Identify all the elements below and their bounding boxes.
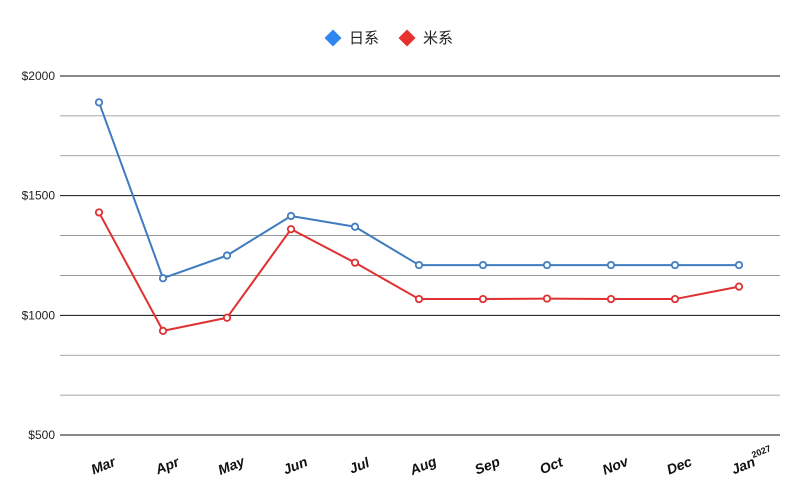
series-1-point[interactable] [286, 211, 296, 221]
x-tick-label: Jul [347, 454, 373, 477]
legend-diamond-icon [324, 29, 342, 47]
series-1-point[interactable] [414, 260, 424, 270]
svg-text:Nov: Nov [600, 453, 632, 478]
svg-text:May: May [216, 452, 248, 477]
series-1-point[interactable] [542, 260, 552, 270]
series-2-point[interactable] [350, 258, 360, 267]
x-tick-label: Mar [89, 453, 120, 478]
series-2-point[interactable] [158, 326, 168, 335]
series-line-2 [98, 211, 740, 332]
x-tick-label: Nov [600, 453, 632, 478]
legend[interactable]: 日系 米系 [324, 29, 454, 47]
series-1-point[interactable] [94, 98, 104, 107]
legend-label: 日系 [349, 30, 379, 47]
legend-label: 米系 [423, 30, 453, 47]
series-2-point[interactable] [222, 313, 232, 322]
legend-diamond-icon [398, 29, 416, 47]
svg-text:Aug: Aug [407, 453, 440, 479]
y-axis: $500 $1000 $1500 $2000 [22, 69, 56, 442]
series-2-point[interactable] [606, 294, 616, 304]
series-1-point[interactable] [158, 274, 168, 283]
series-2-point[interactable] [734, 282, 744, 291]
svg-text:Mar: Mar [89, 453, 120, 478]
series-1-point[interactable] [606, 260, 616, 270]
series-2-point[interactable] [542, 294, 552, 303]
legend-item-2[interactable]: 米系 [398, 29, 454, 47]
series-1-point[interactable] [478, 260, 488, 270]
series-2-point[interactable] [94, 208, 104, 217]
series-2-point[interactable] [478, 294, 488, 304]
svg-text:Sep: Sep [472, 453, 502, 478]
svg-text:Dec: Dec [664, 453, 694, 478]
series-2-point[interactable] [414, 294, 424, 304]
svg-text:Jul: Jul [347, 454, 373, 477]
series-1-point[interactable] [350, 222, 360, 231]
series-1-point[interactable] [734, 260, 744, 270]
y-tick-label: $1500 [22, 189, 56, 203]
series-2-point[interactable] [286, 225, 296, 234]
x-tick-label: Oct [537, 453, 566, 477]
x-tick-label: May [216, 452, 248, 477]
series-2-point[interactable] [670, 294, 680, 304]
series-line-1 [98, 101, 739, 280]
x-tick-label: Sep [472, 453, 502, 478]
y-tick-label: $2000 [22, 69, 56, 83]
series-1-point[interactable] [222, 251, 232, 260]
legend-item-1[interactable]: 日系 [324, 29, 380, 47]
y-tick-label: $500 [28, 428, 55, 442]
x-tick-label: Apr [152, 453, 183, 478]
svg-text:Apr: Apr [152, 453, 183, 478]
grid-lines [60, 75, 780, 436]
x-tick-label: Aug [407, 453, 440, 479]
y-tick-label: $1000 [22, 308, 56, 322]
x-tick-superscript: 2027 [750, 443, 772, 460]
x-tick-label: Dec [664, 453, 694, 478]
series-lines [94, 98, 744, 335]
svg-text:Jun: Jun [281, 453, 310, 477]
series-1-point[interactable] [670, 260, 680, 270]
x-tick-label: Jun [281, 453, 310, 477]
svg-text:Oct: Oct [537, 453, 566, 477]
